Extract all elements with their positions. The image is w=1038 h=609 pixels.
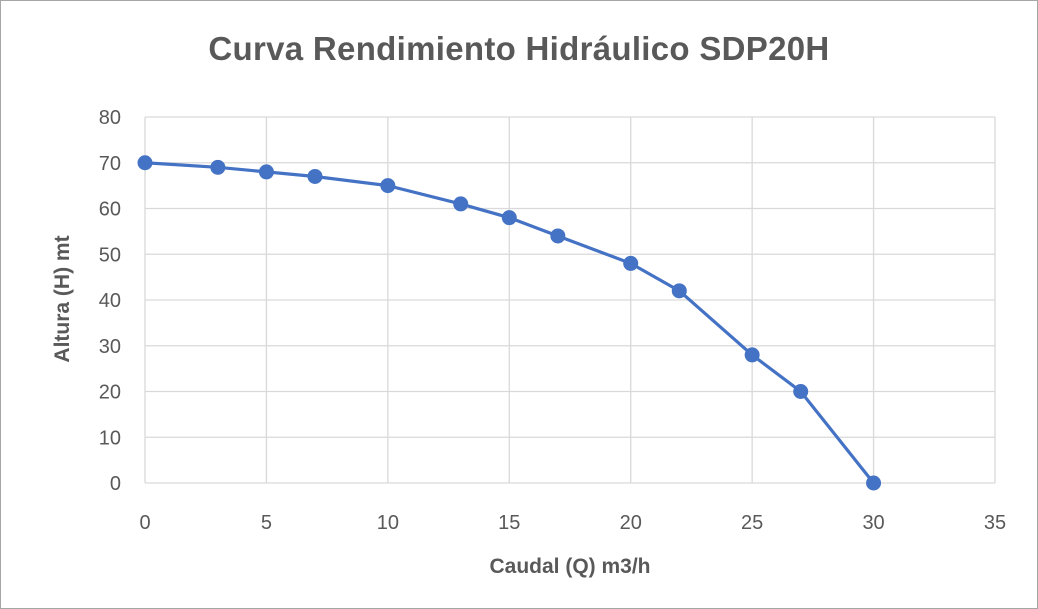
- x-tick-label: 35: [984, 512, 1006, 534]
- data-point: [623, 255, 639, 271]
- data-point: [137, 155, 153, 171]
- x-tick-label: 20: [620, 512, 642, 534]
- data-point: [744, 347, 760, 363]
- data-point: [866, 475, 882, 491]
- data-point: [210, 159, 226, 175]
- y-tick-label: 60: [99, 199, 121, 221]
- y-tick-label: 80: [99, 107, 121, 129]
- data-point: [258, 164, 274, 180]
- tick-labels: 0 5 10 15 20 25 30 35 0 10 20 30 40 50 60 70 80: [99, 107, 1006, 534]
- data-point: [307, 168, 323, 184]
- y-tick-label: 50: [99, 244, 121, 266]
- data-point: [550, 228, 566, 244]
- chart-title: Curva Rendimiento Hidráulico SDP20H: [208, 30, 830, 67]
- x-tick-label: 5: [261, 512, 272, 534]
- y-tick-label: 20: [99, 382, 121, 404]
- y-tick-label: 10: [99, 427, 121, 449]
- y-tick-label: 30: [99, 336, 121, 358]
- x-axis-title: Caudal (Q) m3/h: [489, 555, 650, 578]
- data-point: [501, 210, 517, 226]
- data-point: [380, 178, 396, 194]
- series-layer: [137, 155, 882, 491]
- grid-lines: [144, 116, 996, 484]
- y-tick-label: 0: [110, 473, 121, 495]
- data-point: [671, 283, 687, 299]
- x-tick-label: 25: [741, 512, 763, 534]
- x-tick-label: 0: [139, 512, 150, 534]
- y-tick-label: 40: [99, 290, 121, 312]
- x-tick-label: 30: [862, 512, 884, 534]
- y-axis-title: Altura (H) mt: [51, 235, 74, 362]
- data-point: [793, 384, 809, 399]
- y-tick-label: 70: [99, 153, 121, 175]
- x-tick-label: 10: [377, 512, 399, 534]
- x-tick-label: 15: [498, 512, 520, 534]
- data-point: [453, 196, 469, 212]
